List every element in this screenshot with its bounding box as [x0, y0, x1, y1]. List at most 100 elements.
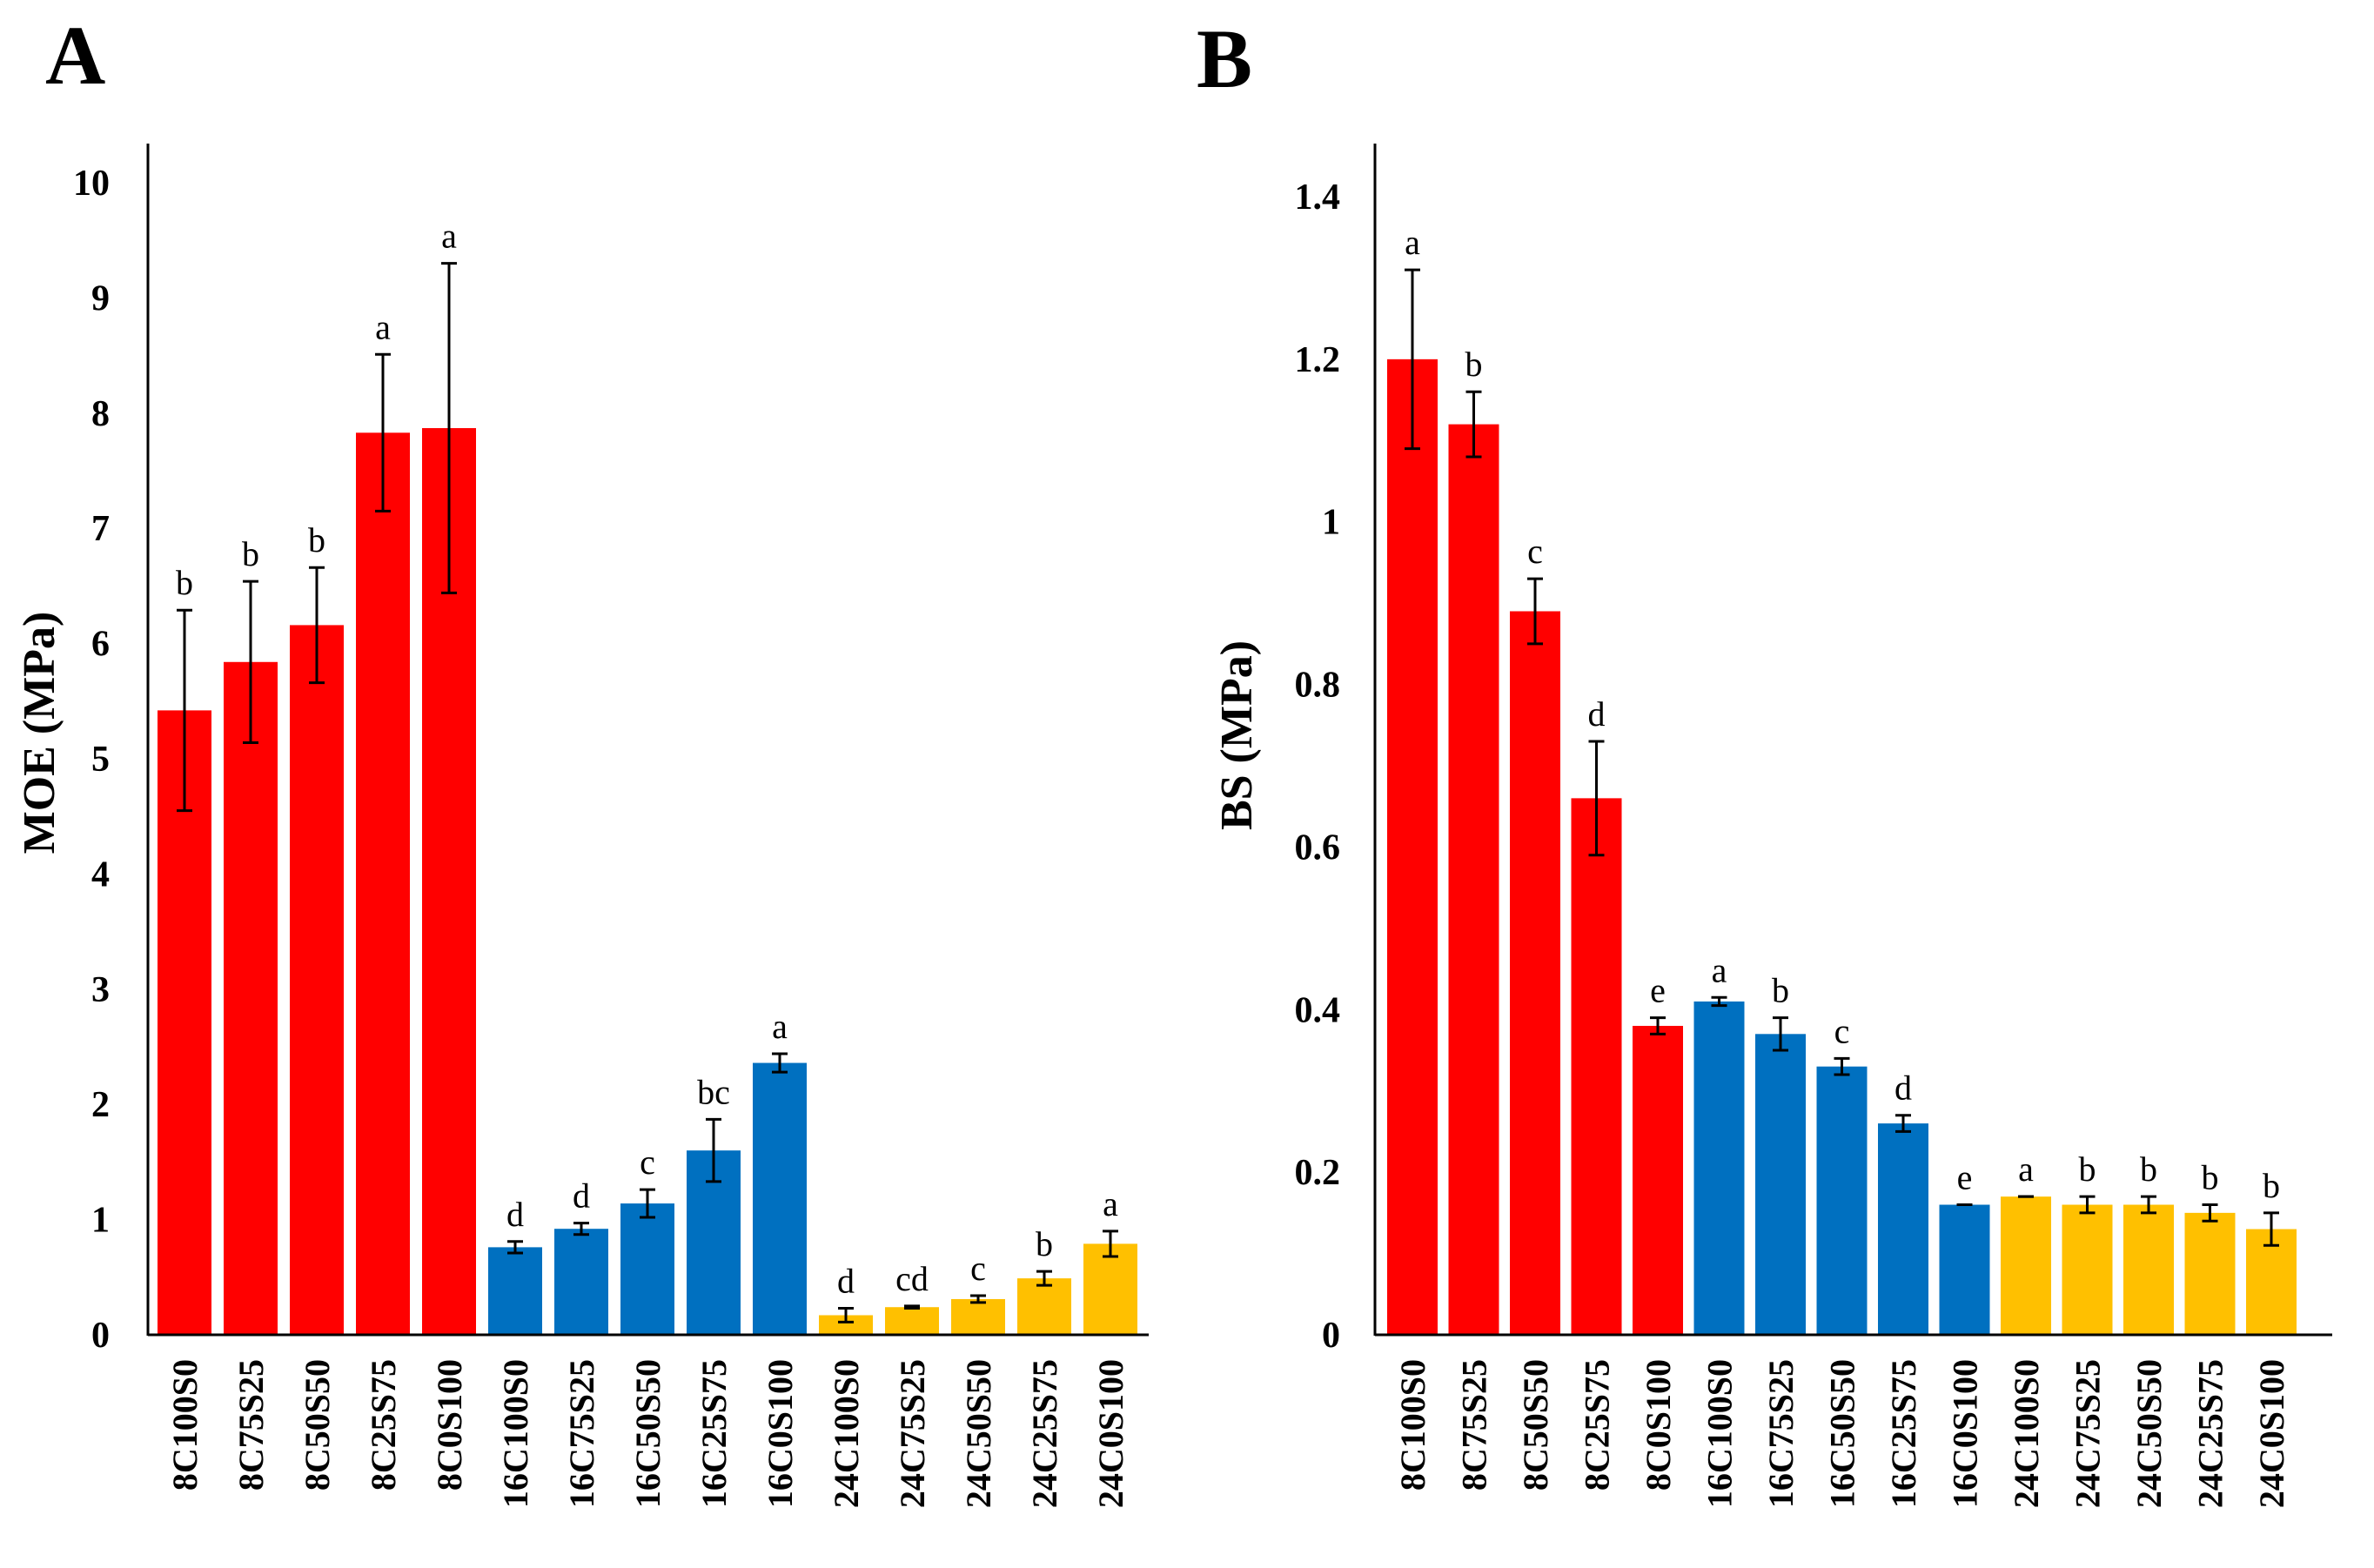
- error-bars-b: [1405, 268, 2279, 1247]
- error-bar: [1711, 995, 1727, 1008]
- y-tick-label: 0.6: [1295, 828, 1341, 868]
- bar-24c50s50: [951, 1298, 1005, 1335]
- significance-letter: d: [1895, 1069, 1912, 1108]
- significance-letter: e: [1650, 971, 1666, 1010]
- bar-16c100s0: [1693, 1001, 1745, 1335]
- error-bar: [177, 608, 192, 813]
- bar-16c50s50: [620, 1203, 674, 1335]
- bar-8c100s0: [1387, 358, 1438, 1335]
- category-label: 8C100S0: [1393, 1359, 1432, 1491]
- significance-letter: cd: [895, 1259, 929, 1298]
- bar-8c100s0: [158, 710, 211, 1335]
- y-tick-label: 8: [91, 394, 110, 434]
- y-axis-title-a: MOE (MPa): [15, 612, 64, 854]
- category-label: 8C50S50: [298, 1359, 337, 1491]
- category-label: 16C25S75: [694, 1359, 734, 1508]
- bar-16c75s25: [554, 1229, 608, 1335]
- y-tick-label: 1: [1322, 503, 1340, 543]
- significance-letter: b: [308, 520, 325, 560]
- error-bar: [1834, 1056, 1850, 1076]
- y-axis-title-b: BS (MPa): [1212, 640, 1262, 830]
- bar-24c100s0: [2001, 1196, 2051, 1335]
- error-bar: [1103, 1230, 1118, 1258]
- error-bar: [1650, 1016, 1666, 1035]
- significance-labels-b: a b c d e a b c d e a b b b b: [1405, 223, 2280, 1205]
- bars-b: [1387, 358, 2297, 1336]
- significance-letter: b: [1772, 971, 1789, 1010]
- significance-labels-a: b b b a a d d c bc a d cd c b a: [176, 217, 1118, 1301]
- bar-8c25s75: [1571, 798, 1622, 1335]
- category-label: 16C25S75: [1884, 1359, 1923, 1508]
- y-tick-label: 0.8: [1295, 666, 1341, 706]
- y-tick-label: 5: [91, 740, 110, 780]
- bars-a: [158, 428, 1137, 1336]
- significance-letter: a: [2018, 1149, 2034, 1189]
- error-bar: [2079, 1195, 2096, 1215]
- category-label: 16C75S25: [562, 1359, 601, 1508]
- significance-letter: a: [772, 1007, 788, 1046]
- error-bar: [1405, 268, 1420, 451]
- bar-16c25s75: [1878, 1123, 1928, 1335]
- y-tick-label: 4: [91, 854, 110, 895]
- y-tick-label: 0: [1322, 1316, 1340, 1356]
- error-bar: [838, 1307, 854, 1323]
- significance-letter: c: [1834, 1011, 1850, 1050]
- significance-letter: d: [1588, 694, 1606, 734]
- significance-letter: b: [1036, 1224, 1053, 1263]
- y-axis-ticks-b: 0 0.2 0.4 0.6 0.8 1 1.2 1.4: [1295, 178, 1341, 1356]
- error-bar: [1895, 1114, 1911, 1133]
- significance-letter: b: [2263, 1166, 2280, 1205]
- significance-letter: b: [242, 534, 259, 573]
- error-bar: [1773, 1016, 1788, 1052]
- bar-16c0s100: [753, 1062, 807, 1335]
- category-label: 24C75S25: [893, 1359, 932, 1508]
- bar-16c100s0: [488, 1247, 542, 1335]
- category-label: 8C50S50: [1516, 1359, 1555, 1491]
- category-label: 16C50S50: [1823, 1359, 1862, 1508]
- error-bar: [970, 1294, 986, 1304]
- significance-letter: d: [837, 1262, 855, 1301]
- significance-letter: a: [375, 307, 391, 346]
- category-label: 16C75S25: [1761, 1359, 1801, 1508]
- category-label: 8C75S25: [1455, 1359, 1494, 1491]
- error-bar: [2202, 1203, 2218, 1223]
- significance-letter: a: [1405, 223, 1420, 262]
- bar-8c50s50: [290, 625, 344, 1335]
- category-label: 24C50S50: [959, 1359, 998, 1508]
- bar-8c75s25: [224, 661, 278, 1335]
- category-label: 24C50S50: [2129, 1359, 2169, 1508]
- error-bar: [375, 352, 391, 513]
- category-label: 24C25S75: [2191, 1359, 2230, 1508]
- y-tick-label: 0.4: [1295, 990, 1341, 1030]
- significance-letter: c: [970, 1249, 986, 1288]
- panel-a: A MOE (MPa) 0 1 2 3 4 5 6 7 8 9 10 b b b a a d d c bc a d cd c…: [15, 9, 1149, 1508]
- error-bar: [1588, 740, 1605, 857]
- bar-24c75s25: [885, 1307, 939, 1335]
- significance-letter: a: [1103, 1184, 1118, 1223]
- significance-letter: d: [506, 1195, 524, 1234]
- category-labels-b: 8C100S0 8C75S25 8C50S50 8C25S75 8C0S100 16C10…: [1393, 1359, 2291, 1508]
- category-label: 16C100S0: [496, 1359, 535, 1508]
- significance-letter: b: [2202, 1158, 2219, 1197]
- y-tick-label: 10: [73, 164, 110, 204]
- error-bar: [2141, 1195, 2156, 1215]
- category-label: 24C0S100: [2252, 1359, 2291, 1508]
- category-label: 24C100S0: [827, 1359, 866, 1508]
- significance-letter: b: [1465, 345, 1483, 384]
- error-bar: [2263, 1211, 2279, 1247]
- y-tick-label: 0.2: [1295, 1153, 1341, 1193]
- category-label: 8C25S75: [1578, 1359, 1617, 1491]
- y-tick-label: 7: [91, 509, 110, 549]
- error-bar: [1527, 577, 1543, 646]
- significance-letter: d: [573, 1176, 590, 1216]
- bar-8c25s75: [356, 432, 410, 1336]
- category-label: 8C100S0: [165, 1359, 205, 1491]
- y-tick-label: 0: [91, 1316, 110, 1356]
- error-bar: [706, 1117, 721, 1183]
- category-label: 16C0S100: [761, 1359, 800, 1508]
- category-label: 8C0S100: [1639, 1359, 1678, 1491]
- significance-letter: a: [441, 217, 457, 256]
- bar-24c75s25: [2062, 1204, 2113, 1335]
- significance-letter: e: [1957, 1158, 1973, 1197]
